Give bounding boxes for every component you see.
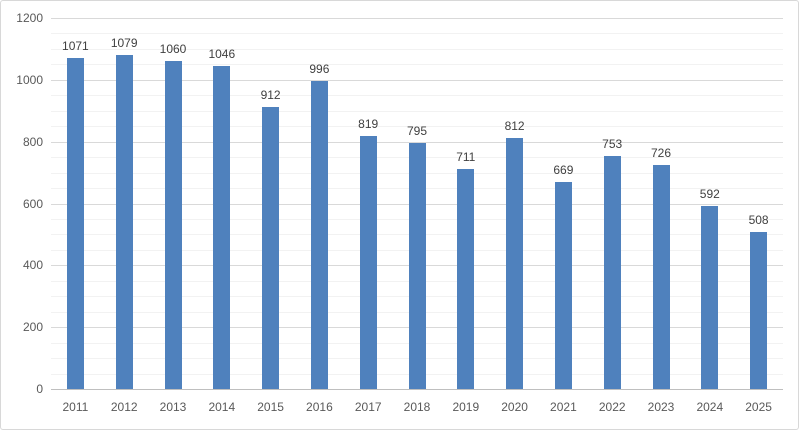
x-tick-label-2020: 2020	[501, 400, 528, 414]
x-axis: 2011 2012 2013 2014 2015 2016 2017 2018 2019 2020…	[51, 399, 783, 419]
bar-2021[interactable]	[554, 182, 572, 389]
y-tick-label: 400	[22, 258, 43, 273]
bar-2015[interactable]	[262, 107, 280, 389]
bar-value-label-2017: 819	[358, 116, 379, 131]
gridline-minor	[51, 95, 783, 97]
x-tick-label-2022: 2022	[598, 400, 626, 414]
y-axis: 0 200 400 600 800 1000 1200	[1, 1, 43, 429]
gridline-minor	[51, 48, 783, 50]
bar-2013[interactable]	[164, 61, 182, 389]
gridline-minor	[51, 110, 783, 112]
y-tick-label: 1000	[16, 72, 43, 87]
bar-2014[interactable]	[213, 65, 231, 389]
bar-value-label-2019: 711	[456, 150, 476, 165]
y-tick-label: 0	[36, 382, 43, 396]
bar-value-label-2012: 1079	[110, 36, 138, 51]
y-tick-label: 600	[22, 196, 43, 211]
x-tick-label-2016: 2016	[306, 400, 333, 414]
gridline-major	[51, 79, 783, 81]
bar-value-label-2020: 812	[504, 118, 525, 133]
bar-2019[interactable]	[457, 169, 475, 389]
bar-2023[interactable]	[652, 164, 670, 389]
bar-2012[interactable]	[115, 55, 133, 389]
bar-2018[interactable]	[408, 143, 426, 389]
bar-2025[interactable]	[750, 231, 768, 389]
x-tick-label-2014: 2014	[208, 400, 236, 414]
bar-value-label-2013: 1060	[159, 42, 187, 57]
x-tick-label-2025: 2025	[745, 400, 772, 414]
bar-value-label-2014: 1046	[208, 46, 236, 61]
bar-value-label-2021: 669	[553, 163, 574, 178]
x-tick-label-2015: 2015	[257, 400, 284, 414]
gridline-major	[51, 18, 783, 19]
x-tick-label-2021: 2021	[550, 400, 577, 414]
gridline-minor	[51, 64, 783, 66]
y-tick-label: 200	[22, 320, 43, 335]
bar-value-label-2022: 753	[602, 137, 623, 152]
x-tick-label-2024: 2024	[696, 400, 724, 414]
x-tick-label-2017: 2017	[354, 400, 382, 414]
bar-value-label-2016: 996	[309, 62, 330, 77]
bar-2022[interactable]	[603, 156, 621, 389]
plot-area: 1071 1079 1060 1046 912 996 819 795 711 812 669 753…	[51, 18, 783, 389]
bar-value-label-2015: 912	[260, 88, 281, 103]
x-tick-label-2018: 2018	[403, 400, 431, 414]
gridline-minor	[51, 126, 783, 128]
bar-2020[interactable]	[506, 137, 524, 389]
bar-value-label-2025: 508	[748, 212, 769, 227]
gridline-minor	[51, 33, 783, 35]
x-tick-label-2023: 2023	[647, 400, 675, 414]
x-tick-label-2013: 2013	[159, 400, 187, 414]
bar-2017[interactable]	[359, 135, 377, 389]
x-axis-line	[51, 389, 783, 390]
y-tick-label: 800	[22, 134, 43, 149]
x-tick-label-2011: 2011	[62, 400, 89, 414]
bar-2024[interactable]	[701, 205, 719, 389]
bar-value-label-2024: 592	[699, 186, 720, 201]
bar-value-label-2023: 726	[650, 145, 672, 160]
y-tick-label: 1200	[16, 11, 43, 25]
gridline-major	[51, 141, 783, 143]
x-tick-label-2019: 2019	[452, 400, 480, 414]
bar-2016[interactable]	[310, 81, 328, 389]
bar-value-label-2018: 795	[406, 124, 428, 139]
bar-value-label-2011: 1071	[62, 38, 89, 53]
x-tick-label-2012: 2012	[110, 400, 138, 414]
bar-2011[interactable]	[66, 57, 84, 389]
